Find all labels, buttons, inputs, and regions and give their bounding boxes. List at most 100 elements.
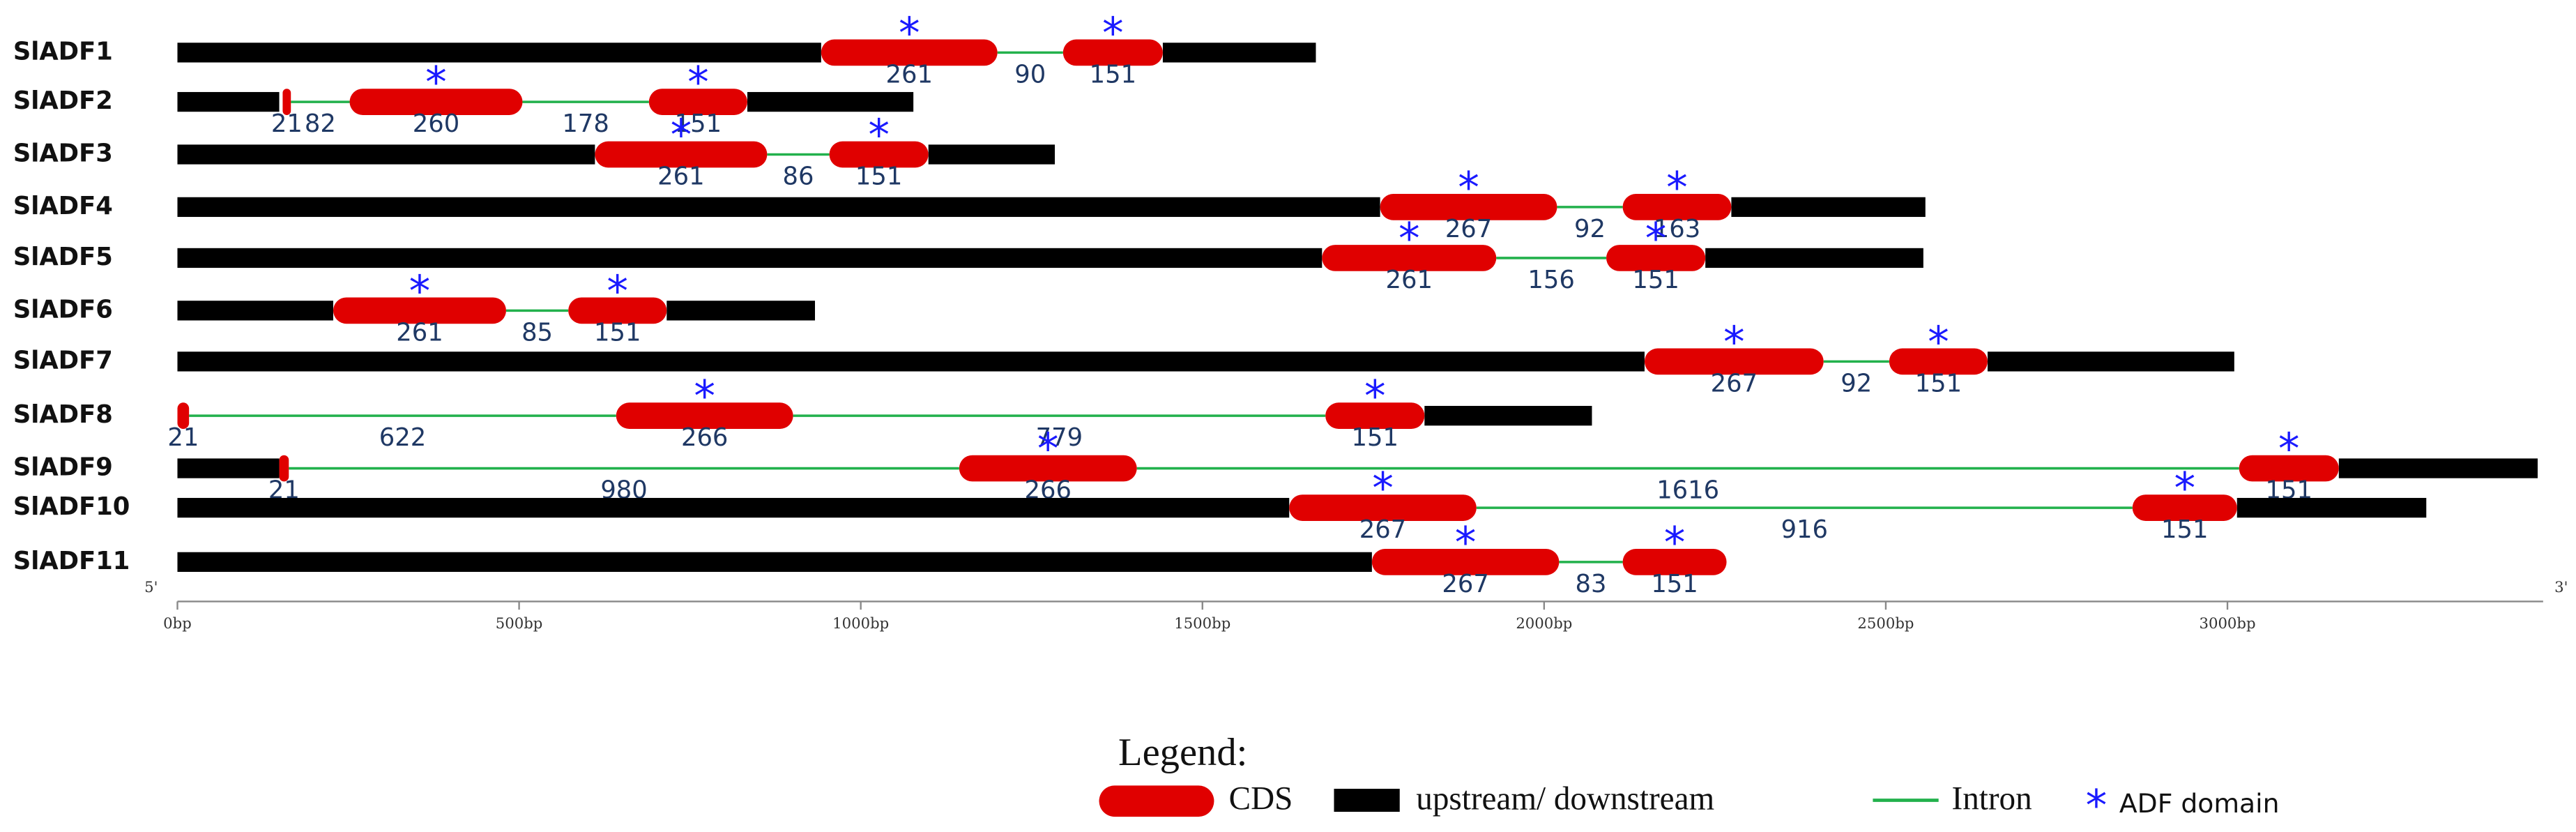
axis-tick-label: 2500bp bbox=[1857, 614, 1914, 632]
gene-name: SlADF9 bbox=[13, 453, 113, 482]
legend: Legend: CDS upstream/ downstream Intron … bbox=[1099, 731, 2280, 831]
cds-length: 261 bbox=[1386, 266, 1433, 294]
cds bbox=[1325, 402, 1425, 429]
cds bbox=[1622, 194, 1732, 220]
legend-domain: ADF domain bbox=[2119, 788, 2280, 819]
cds-length: 267 bbox=[1711, 369, 1758, 398]
adf-domain-marker: * bbox=[409, 266, 431, 316]
cds bbox=[648, 89, 747, 115]
upstream-downstream bbox=[177, 248, 1323, 268]
axis-tick-label: 0bp bbox=[163, 614, 192, 632]
upstream-downstream bbox=[177, 301, 333, 321]
upstream-downstream bbox=[928, 144, 1055, 165]
gene-name: SlADF8 bbox=[13, 400, 113, 429]
cds bbox=[1371, 549, 1560, 575]
intron-length: 86 bbox=[783, 162, 814, 190]
adf-domain-marker: * bbox=[1102, 8, 1124, 58]
cds bbox=[568, 297, 667, 324]
cds bbox=[616, 402, 793, 429]
cds-length: 163 bbox=[1654, 215, 1700, 243]
legend-utr: upstream/ downstream bbox=[1416, 781, 1714, 817]
upstream-downstream bbox=[666, 301, 816, 321]
upstream-downstream bbox=[2338, 458, 2538, 478]
adf-domain-marker: * bbox=[671, 111, 692, 160]
cds-length: 151 bbox=[855, 162, 902, 190]
cds bbox=[1889, 348, 1988, 375]
upstream-downstream bbox=[1987, 351, 2234, 372]
axis-tick-label: 1500bp bbox=[1174, 614, 1230, 632]
cds bbox=[279, 455, 289, 482]
cds bbox=[1606, 245, 1706, 271]
adf-domain-marker: * bbox=[1723, 317, 1745, 367]
cds bbox=[1644, 348, 1824, 375]
upstream-downstream bbox=[177, 552, 1372, 572]
legend-domain-symbol: * bbox=[2086, 781, 2108, 831]
intron-length: 90 bbox=[1014, 60, 1046, 89]
upstream-downstream bbox=[177, 497, 1290, 518]
cds bbox=[829, 141, 929, 168]
adf-domain-marker: * bbox=[1664, 518, 1686, 568]
cds bbox=[595, 141, 768, 168]
cds-length: 261 bbox=[657, 162, 704, 190]
upstream-downstream bbox=[2236, 497, 2427, 518]
intron-length: 779 bbox=[1036, 423, 1083, 452]
adf-domain-marker: * bbox=[868, 111, 890, 160]
adf-domain-marker: * bbox=[1458, 163, 1479, 213]
axis-tick-label: 1000bp bbox=[832, 614, 889, 632]
axis-tick-label: 2000bp bbox=[1516, 614, 1572, 632]
cds-length: 261 bbox=[886, 60, 933, 89]
intron-length: 83 bbox=[1576, 570, 1607, 598]
intron-length: 82 bbox=[305, 109, 336, 138]
upstream-downstream bbox=[177, 197, 1380, 218]
adf-domain-marker: * bbox=[607, 266, 628, 316]
gene-name: SlADF6 bbox=[13, 295, 113, 324]
cds bbox=[821, 39, 998, 66]
gene-name: SlADF3 bbox=[13, 139, 113, 167]
adf-domain-marker: * bbox=[2174, 464, 2195, 513]
cds-length: 21 bbox=[167, 423, 199, 452]
cds-length: 151 bbox=[675, 109, 722, 138]
cds bbox=[2132, 494, 2237, 521]
adf-domain-marker: * bbox=[1398, 214, 1420, 264]
cds-length: 151 bbox=[1915, 369, 1962, 398]
five-prime-label: 5' bbox=[144, 578, 158, 596]
upstream-downstream bbox=[177, 91, 280, 112]
adf-domain-marker: * bbox=[899, 8, 920, 58]
gene-name: SlADF10 bbox=[13, 492, 130, 521]
intron-length: 85 bbox=[521, 318, 553, 347]
cds-length: 260 bbox=[413, 109, 459, 138]
cds bbox=[349, 89, 523, 115]
adf-domain-marker: * bbox=[425, 58, 447, 107]
adf-domain-marker: * bbox=[1037, 425, 1059, 474]
cds-length: 267 bbox=[1445, 215, 1492, 243]
cds bbox=[1622, 549, 1727, 575]
cds-length: 266 bbox=[681, 423, 728, 452]
upstream-downstream bbox=[177, 43, 821, 63]
gene-name: SlADF4 bbox=[13, 192, 113, 220]
upstream-downstream bbox=[1162, 43, 1316, 63]
adf-domain-marker: * bbox=[1928, 317, 1949, 367]
gene-name: SlADF1 bbox=[13, 37, 113, 66]
adf-domain-marker: * bbox=[1372, 464, 1394, 513]
adf-domain-marker: * bbox=[1455, 518, 1477, 568]
intron-length: 156 bbox=[1527, 266, 1574, 294]
axis-tick-label: 500bp bbox=[496, 614, 543, 632]
upstream-downstream bbox=[177, 144, 595, 165]
intron-length: 92 bbox=[1840, 369, 1872, 398]
gene-name: SlADF5 bbox=[13, 243, 113, 271]
upstream-downstream bbox=[1705, 248, 1923, 268]
intron-length: 916 bbox=[1781, 515, 1828, 544]
adf-domain-marker: * bbox=[687, 58, 709, 107]
cds bbox=[333, 297, 506, 324]
cds-length: 151 bbox=[1632, 266, 1679, 294]
three-prime-label: 3' bbox=[2554, 578, 2568, 596]
